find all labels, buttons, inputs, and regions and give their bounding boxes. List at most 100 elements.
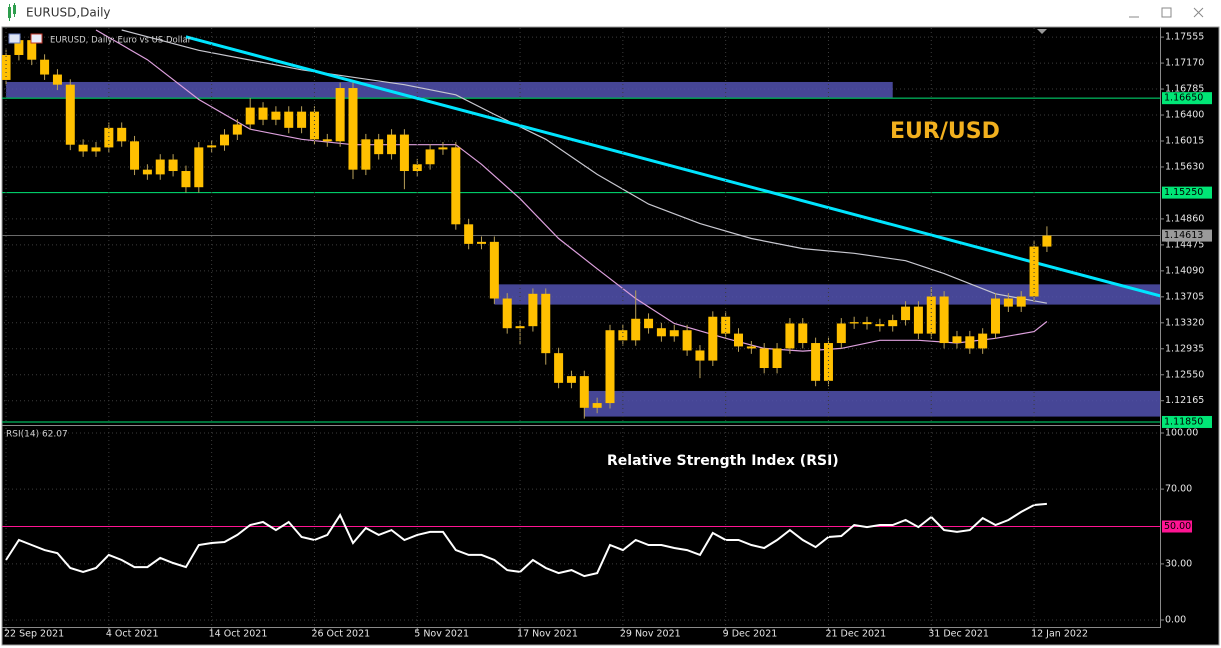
- candle-body: [155, 159, 165, 175]
- symbol-icons: [8, 33, 43, 44]
- candle-body: [412, 164, 422, 172]
- candle-body: [168, 159, 178, 172]
- candle-body: [194, 147, 204, 188]
- candle-body: [836, 323, 846, 344]
- candle-body: [1042, 235, 1052, 247]
- candle-body: [40, 59, 50, 75]
- candle-body: [78, 144, 88, 152]
- candle-body: [91, 147, 101, 152]
- candle-body: [374, 139, 384, 155]
- candle-body: [656, 328, 666, 337]
- candle-body: [669, 330, 679, 337]
- axes: 1.17555 1.17170 1.16785 1.16400 1.16015 1.156…: [4, 32, 1212, 640]
- candle-body: [644, 318, 654, 329]
- x-tick-label: 14 Oct 2021: [209, 629, 268, 640]
- candle-body: [309, 111, 319, 140]
- trend-line: [185, 35, 1160, 298]
- candle-body: [361, 139, 371, 170]
- maximize-button[interactable]: [1161, 7, 1172, 18]
- y-tick-label: 1.17170: [1165, 58, 1204, 69]
- candle-body: [271, 111, 281, 120]
- candle-body: [181, 171, 191, 188]
- candle-body: [708, 316, 718, 361]
- y-tick-label: 1.16400: [1165, 110, 1204, 121]
- candle-body: [965, 336, 975, 349]
- level-label: 50.00: [1164, 521, 1191, 532]
- candle-body: [232, 124, 242, 135]
- x-tick-label: 17 Nov 2021: [517, 629, 578, 640]
- candle-body: [772, 348, 782, 369]
- y-tick-label: 1.17555: [1165, 32, 1204, 43]
- x-tick-label: 22 Sep 2021: [4, 629, 64, 640]
- candle-body: [862, 322, 872, 325]
- y-tick-label: 1.14860: [1165, 213, 1204, 224]
- moving-average: [121, 29, 1048, 304]
- chart-annotation: EUR/USD: [890, 119, 1000, 144]
- candle-body: [2, 54, 11, 80]
- rsi-line: [5, 502, 1047, 578]
- level-label-box: [1162, 92, 1212, 105]
- candle-body: [746, 346, 756, 349]
- candle-body: [258, 107, 268, 120]
- candle-body: [759, 348, 769, 369]
- candle-body: [1016, 296, 1026, 307]
- candle-body: [849, 322, 859, 324]
- moving-average: [95, 29, 1048, 352]
- x-tick-label: 5 Nov 2021: [414, 629, 469, 640]
- rsi-annotation: Relative Strength Index (RSI): [607, 453, 839, 469]
- candle-body: [451, 147, 461, 225]
- candle-body: [695, 350, 705, 361]
- level-label-box: [1162, 520, 1192, 533]
- y-tick-label: 1.12165: [1165, 395, 1204, 406]
- y-tick-label: 1.16785: [1165, 84, 1204, 95]
- candle-body: [52, 74, 62, 85]
- candle-body: [926, 296, 936, 334]
- x-tick-label: 31 Dec 2021: [928, 629, 989, 640]
- shift-marker: [1037, 29, 1047, 34]
- candle-body: [1029, 246, 1039, 297]
- candle-body: [1003, 298, 1013, 307]
- window-title: EURUSD,Daily: [26, 6, 111, 20]
- app-icon: [8, 3, 16, 21]
- candle-body: [502, 298, 512, 329]
- candle-body: [117, 127, 127, 142]
- y-tick-label: 1.14475: [1165, 239, 1204, 250]
- candle-body: [348, 88, 358, 170]
- candle-body: [579, 376, 589, 408]
- y-tick-label: 1.14090: [1165, 265, 1204, 276]
- y-tick-label: 1.13705: [1165, 291, 1204, 302]
- candle-body: [939, 296, 949, 344]
- candle-body: [489, 241, 499, 299]
- candle-body: [618, 330, 628, 341]
- y-tick-label: 100.00: [1165, 428, 1198, 439]
- candle-body: [875, 324, 885, 327]
- y-tick-label: 1.12550: [1165, 369, 1204, 380]
- candle-body: [335, 88, 345, 142]
- candle-body: [605, 330, 615, 404]
- candle-body: [207, 145, 217, 148]
- candle-body: [65, 84, 75, 145]
- candle-body: [142, 169, 152, 175]
- y-tick-label: 0.00: [1165, 615, 1186, 626]
- close-button[interactable]: [1193, 7, 1204, 18]
- rsi-pane: [2, 428, 1160, 626]
- main-pane: [2, 28, 1160, 424]
- candle-body: [566, 376, 576, 383]
- level-label-box: [1162, 186, 1212, 199]
- candle-body: [682, 330, 692, 351]
- candle-body: [399, 134, 409, 172]
- candle-body: [734, 333, 744, 347]
- x-tick-label: 12 Jan 2022: [1031, 629, 1088, 640]
- x-tick-label: 26 Oct 2021: [311, 629, 370, 640]
- candle-body: [721, 316, 731, 334]
- level-label: 1.16650: [1164, 93, 1203, 104]
- candle-body: [823, 343, 833, 381]
- x-tick-label: 29 Nov 2021: [620, 629, 681, 640]
- x-tick-label: 9 Dec 2021: [723, 629, 778, 640]
- candle-body: [425, 149, 435, 165]
- candle-body: [528, 293, 538, 327]
- candle-body: [952, 336, 962, 344]
- candle-body: [297, 111, 307, 128]
- x-tick-label: 21 Dec 2021: [825, 629, 886, 640]
